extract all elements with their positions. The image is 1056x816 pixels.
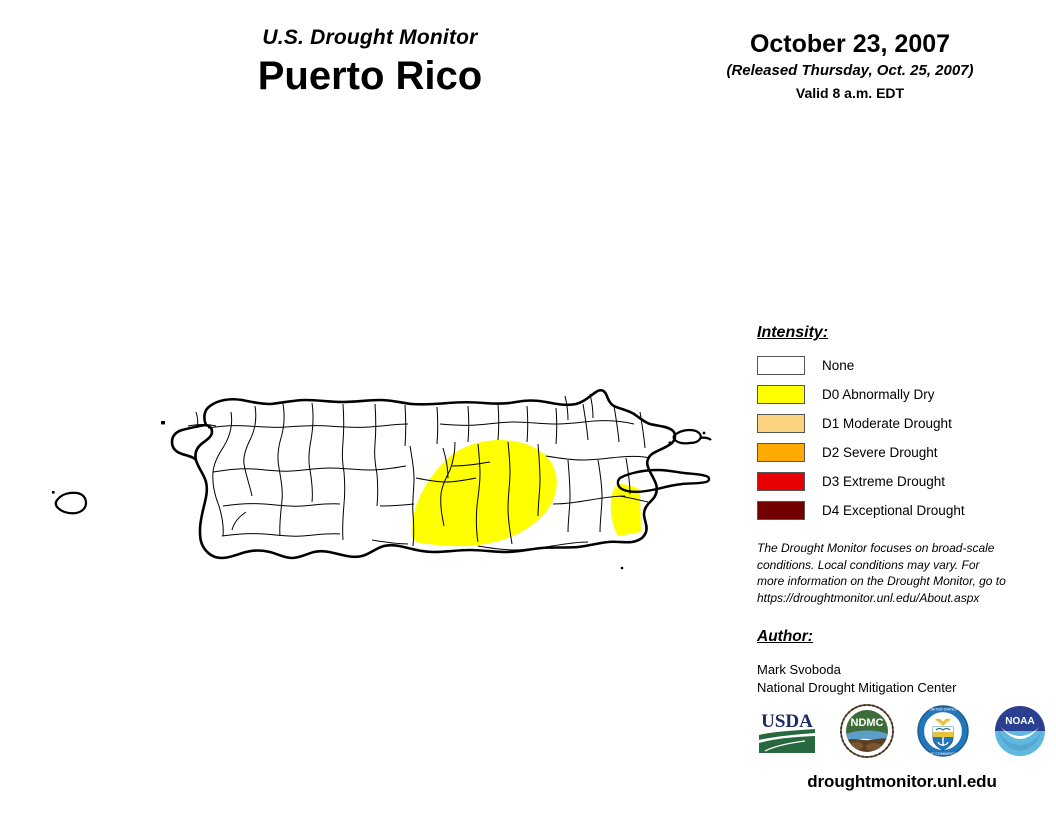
svg-text:NOAA: NOAA <box>1005 716 1034 727</box>
legend-label-none: None <box>822 357 855 373</box>
svg-text:UNITED STATES: UNITED STATES <box>929 708 957 712</box>
legend-swatch-d1 <box>757 414 805 433</box>
legend-item-none[interactable]: None <box>757 351 1037 380</box>
legend-swatch-none <box>757 356 805 375</box>
legend-item-d4[interactable]: D4 Exceptional Drought <box>757 496 1037 525</box>
map-date: October 23, 2007 <box>749 30 951 58</box>
title-block: U.S. Drought Monitor Puerto Rico <box>140 26 600 99</box>
site-url[interactable]: droughtmonitor.unl.edu <box>807 772 997 791</box>
legend-item-d0[interactable]: D0 Abnormally Dry <box>757 380 1037 409</box>
legend-item-d3[interactable]: D3 Extreme Drought <box>757 467 1037 496</box>
release-date: (Released Thursday, Oct. 25, 2007) <box>726 61 974 79</box>
municipality-boundaries <box>187 393 651 551</box>
puerto-rico-coastline <box>194 388 677 560</box>
offshore-islet-dots <box>620 566 624 570</box>
legend-title: Intensity: <box>757 324 829 341</box>
usda-logo[interactable]: USDA <box>757 707 817 760</box>
valid-time: Valid 8 a.m. EDT <box>795 84 905 101</box>
date-block: October 23, 2007 (Released Thursday, Oct… <box>690 30 1010 102</box>
logo-row: USDA NDMC <box>757 704 1047 763</box>
author-title: Author: <box>757 628 813 645</box>
legend-item-d1[interactable]: D1 Moderate Drought <box>757 409 1037 438</box>
culebra-islet-dots <box>668 431 706 445</box>
legend: Intensity: None D0 Abnormally Dry D1 Mod… <box>757 324 1037 525</box>
legend-swatch-d2 <box>757 443 805 462</box>
noaa-logo[interactable]: NOAA <box>993 704 1047 763</box>
island-mona <box>54 491 88 515</box>
svg-text:NDMC: NDMC <box>850 717 883 729</box>
svg-text:OF COMMERCE: OF COMMERCE <box>930 752 958 756</box>
usdc-seal-logo[interactable]: UNITED STATES OF COMMERCE <box>916 704 970 763</box>
island-vieques <box>616 468 711 494</box>
legend-swatch-d0 <box>757 385 805 404</box>
author-block: Author: Mark Svoboda National Drought Mi… <box>757 628 1017 696</box>
legend-label-d3: D3 Extreme Drought <box>822 473 946 489</box>
northwest-peninsula-detail <box>170 423 207 461</box>
legend-label-d1: D1 Moderate Drought <box>822 415 952 431</box>
disclaimer-text: The Drought Monitor focuses on broad-sca… <box>757 541 1006 605</box>
svg-text:USDA: USDA <box>761 711 813 732</box>
drought-area-d0-south-central <box>411 440 557 547</box>
island-culebra <box>672 428 712 445</box>
islet-desecheo <box>161 421 165 425</box>
legend-item-d2[interactable]: D2 Severe Drought <box>757 438 1037 467</box>
legend-label-d2: D2 Severe Drought <box>822 444 938 460</box>
islet-monito <box>52 491 55 494</box>
legend-swatch-d3 <box>757 472 805 491</box>
legend-label-d4: D4 Exceptional Drought <box>822 502 965 518</box>
legend-swatch-d4 <box>757 501 805 520</box>
ndmc-logo[interactable]: NDMC <box>839 704 894 763</box>
puerto-rico-drought-map[interactable] <box>0 300 740 630</box>
legend-label-d0: D0 Abnormally Dry <box>822 386 935 402</box>
drought-area-d0-southeast-corner <box>610 484 641 536</box>
author-organization: National Drought Mitigation Center <box>757 679 957 695</box>
drought-monitor-subtitle: U.S. Drought Monitor <box>262 26 478 49</box>
page-title: Puerto Rico <box>257 54 483 99</box>
author-name: Mark Svoboda <box>757 662 841 677</box>
